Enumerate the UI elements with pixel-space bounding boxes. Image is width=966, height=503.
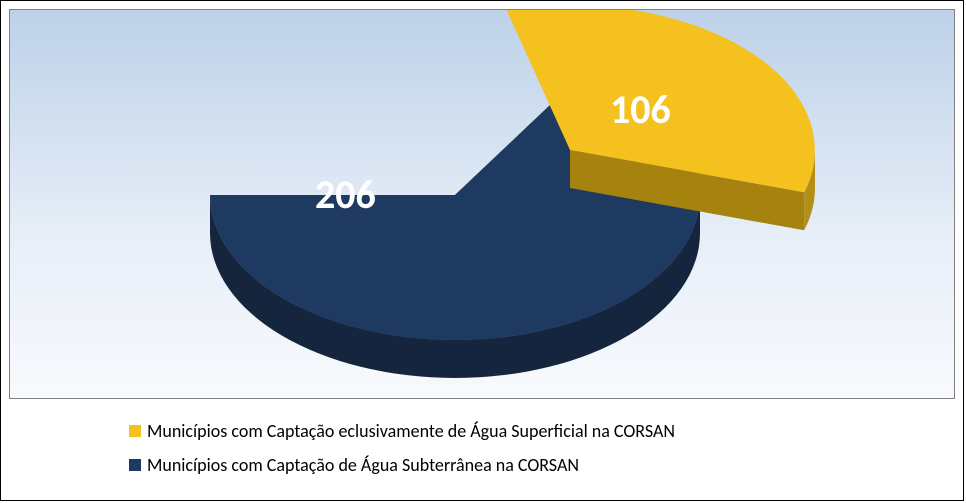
pie-chart-svg	[10, 10, 956, 400]
pie-chart-area: 106 206	[9, 9, 955, 399]
legend-item-superficial: Municípios com Captação eclusivamente de…	[129, 420, 955, 442]
chart-frame: 106 206 Municípios com Captação eclusiva…	[0, 0, 964, 501]
legend-swatch-superficial	[129, 425, 141, 437]
legend-swatch-subterranea	[129, 459, 141, 471]
legend-label-superficial: Municípios com Captação eclusivamente de…	[147, 420, 675, 442]
legend-item-subterranea: Municípios com Captação de Água Subterrâ…	[129, 454, 955, 476]
chart-legend: Municípios com Captação eclusivamente de…	[9, 403, 955, 493]
pie-value-subterranea: 206	[315, 175, 376, 215]
pie-value-superficial: 106	[610, 90, 671, 130]
legend-label-subterranea: Municípios com Captação de Água Subterrâ…	[147, 454, 579, 476]
